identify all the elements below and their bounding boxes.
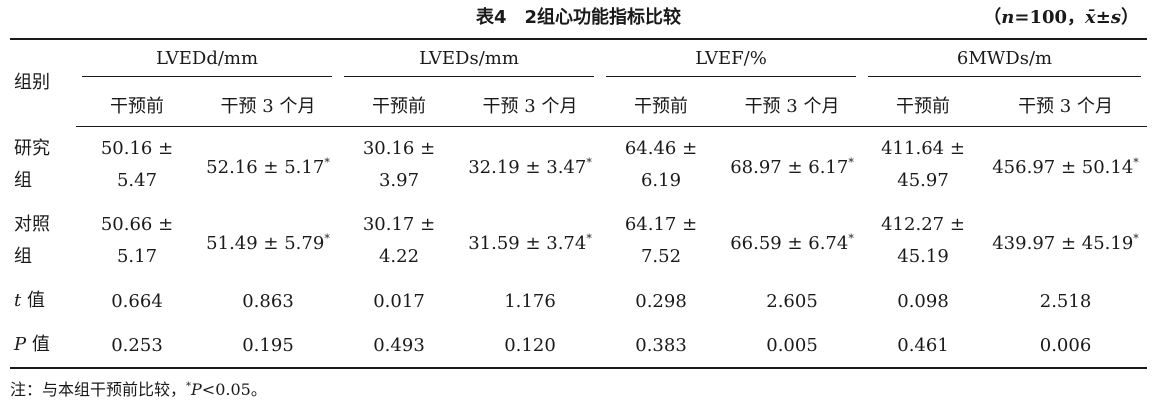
table-cell: 0.493	[338, 323, 460, 369]
table-caption: 表4 2组心功能指标比较 （n=100，x̄±s）	[0, 0, 1157, 30]
table-cell: 30.16 ±3.97	[362, 138, 436, 191]
table-cell: 0.253	[76, 323, 198, 369]
table-cell: 411.64 ±45.97	[881, 138, 965, 191]
table-cell: 2.605	[766, 290, 818, 312]
table-cell: 0.017	[373, 290, 425, 312]
table-row: P 值 0.253 0.195 0.493 0.120 0.383 0.005 …	[10, 323, 1148, 369]
table-cell: 0.664	[111, 290, 163, 312]
metric-header: LVEF/%	[600, 38, 863, 84]
table-title: 表4 2组心功能指标比较	[0, 3, 1157, 29]
before-header: 干预前	[862, 84, 985, 127]
table-cell: 51.49 ± 5.79*	[206, 231, 330, 254]
table-cell: 30.17 ±4.22	[362, 214, 436, 267]
row-label: P 值	[10, 323, 76, 369]
group-column-header: 组别	[10, 38, 76, 127]
table-row: 研究组 50.16 ±5.47 52.16 ± 5.17* 30.16 ±3.9…	[10, 127, 1147, 204]
table-cell: 68.97 ± 6.17*	[730, 155, 854, 178]
table-number: 表4	[475, 7, 507, 28]
metric-header: 6MWDs/m	[862, 38, 1148, 84]
table-cell: 64.17 ±7.52	[624, 214, 698, 267]
table-cell: 64.46 ±6.19	[624, 138, 698, 191]
table-cell: 0.863	[242, 290, 294, 312]
row-label: t 值	[14, 290, 45, 311]
table-cell: 50.16 ±5.47	[100, 138, 174, 191]
table-footnote: 注：与本组干预前比较，*P<0.05。	[10, 380, 267, 399]
table-cell: 0.383	[600, 323, 723, 369]
after-header: 干预 3 个月	[722, 84, 863, 127]
table-cell: 0.298	[635, 290, 687, 312]
table-row: t 值 0.664 0.863 0.017 1.176 0.298 2.605 …	[10, 279, 1147, 323]
table-cell: 52.16 ± 5.17*	[206, 155, 330, 178]
after-header: 干预 3 个月	[984, 84, 1148, 127]
sample-note: （n=100，x̄±s）	[983, 7, 1139, 28]
before-header: 干预前	[600, 84, 723, 127]
table-cell: 0.005	[722, 323, 863, 369]
table-cell: 412.27 ±45.19	[881, 214, 965, 267]
table-cell: 31.59 ± 3.74*	[468, 231, 592, 254]
after-header: 干预 3 个月	[198, 84, 338, 127]
table-cell: 0.461	[862, 323, 985, 369]
row-label: 对照组	[14, 214, 50, 267]
table-cell: 50.66 ±5.17	[100, 214, 174, 267]
table-cell: 32.19 ± 3.47*	[468, 155, 592, 178]
table-cell: 456.97 ± 50.14*	[992, 155, 1139, 178]
table-cell: 0.006	[984, 323, 1148, 369]
table-cell: 0.098	[897, 290, 949, 312]
before-header: 干预前	[338, 84, 460, 127]
cardiac-function-table: 组别 LVEDd/mm LVEDs/mm LVEF/% 6MWDs/m 干预前 …	[10, 38, 1148, 369]
after-header: 干预 3 个月	[460, 84, 601, 127]
table-title-text: 2组心功能指标比较	[524, 7, 682, 28]
table-cell: 66.59 ± 6.74*	[730, 231, 854, 254]
before-header: 干预前	[76, 84, 198, 127]
metric-header: LVEDd/mm	[76, 38, 338, 84]
table-cell: 1.176	[504, 290, 556, 312]
table-cell: 439.97 ± 45.19*	[992, 231, 1139, 254]
table-cell: 0.120	[460, 323, 601, 369]
table-cell: 0.195	[198, 323, 338, 369]
table-cell: 2.518	[1039, 290, 1092, 312]
row-label: 研究组	[14, 137, 50, 191]
metric-header: LVEDs/mm	[338, 38, 601, 84]
table-row: 对照组 50.66 ±5.17 51.49 ± 5.79* 30.17 ±4.2…	[10, 203, 1147, 279]
